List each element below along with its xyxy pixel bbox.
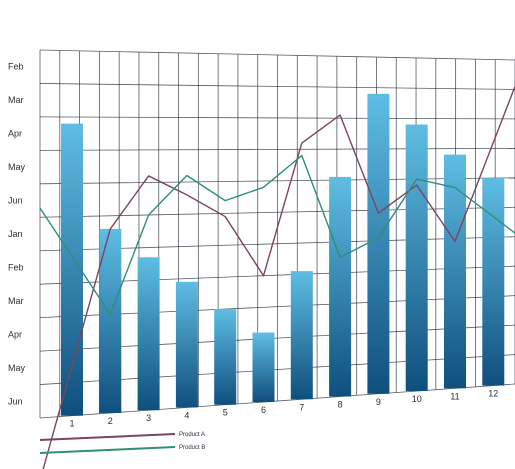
bar xyxy=(175,281,198,408)
x-tick-label: 8 xyxy=(338,400,343,410)
legend-swatch-product-a xyxy=(39,433,176,441)
y-tick-label: Feb xyxy=(8,262,24,272)
legend: Product A Product B xyxy=(39,432,205,454)
y-tick-label: Mar xyxy=(8,95,24,105)
bar xyxy=(137,257,160,411)
y-tick-label: Jun xyxy=(8,396,23,406)
bar xyxy=(252,332,275,403)
grid-line-horizontal xyxy=(39,177,515,185)
x-tick-label: 9 xyxy=(376,397,381,407)
x-tick-label: 6 xyxy=(261,405,266,415)
y-tick-label: May xyxy=(8,162,26,172)
y-tick-label: Jan xyxy=(8,229,23,239)
x-tick-label: 7 xyxy=(299,402,304,412)
line-series xyxy=(39,86,515,469)
bar xyxy=(367,93,390,394)
x-tick-label: 5 xyxy=(223,408,228,418)
bar xyxy=(61,123,83,416)
product-a-line xyxy=(42,86,515,469)
legend-label-product-a: Product A xyxy=(179,432,205,438)
legend-swatch-product-b xyxy=(39,446,176,454)
y-tick-label: Apr xyxy=(8,329,22,339)
y-tick-label: Apr xyxy=(8,129,22,139)
grid-line-horizontal xyxy=(39,49,515,61)
grid-line-horizontal xyxy=(39,116,515,120)
x-tick-label: 1 xyxy=(69,419,74,429)
bar xyxy=(99,228,122,413)
legend-label-product-b: Product B xyxy=(179,445,205,451)
y-tick-label: May xyxy=(8,363,26,373)
grid-line-horizontal xyxy=(39,147,515,151)
bar xyxy=(214,309,237,405)
x-tick-label: 10 xyxy=(412,394,422,404)
bar xyxy=(329,176,352,397)
product-b-line xyxy=(39,154,515,316)
y-tick-label: Jun xyxy=(8,196,23,206)
x-tick-label: 2 xyxy=(108,416,113,426)
x-tick-label: 3 xyxy=(146,413,151,423)
bar xyxy=(290,271,313,400)
x-tick-label: 11 xyxy=(450,391,459,401)
grid-line-horizontal xyxy=(39,83,515,90)
bar xyxy=(444,154,466,389)
bar xyxy=(405,124,428,392)
x-tick-label: 12 xyxy=(488,389,498,399)
y-tick-label: Mar xyxy=(8,296,24,306)
y-axis-ticks: Jun May Apr Mar Feb Jan Jun May Apr Mar Feb xyxy=(8,62,26,407)
y-tick-label: Feb xyxy=(8,62,24,72)
bar xyxy=(482,178,505,386)
bar-series xyxy=(61,93,505,416)
x-axis-ticks: 1 2 3 4 5 6 7 8 9 10 11 12 xyxy=(69,389,498,429)
x-tick-label: 4 xyxy=(184,410,189,420)
